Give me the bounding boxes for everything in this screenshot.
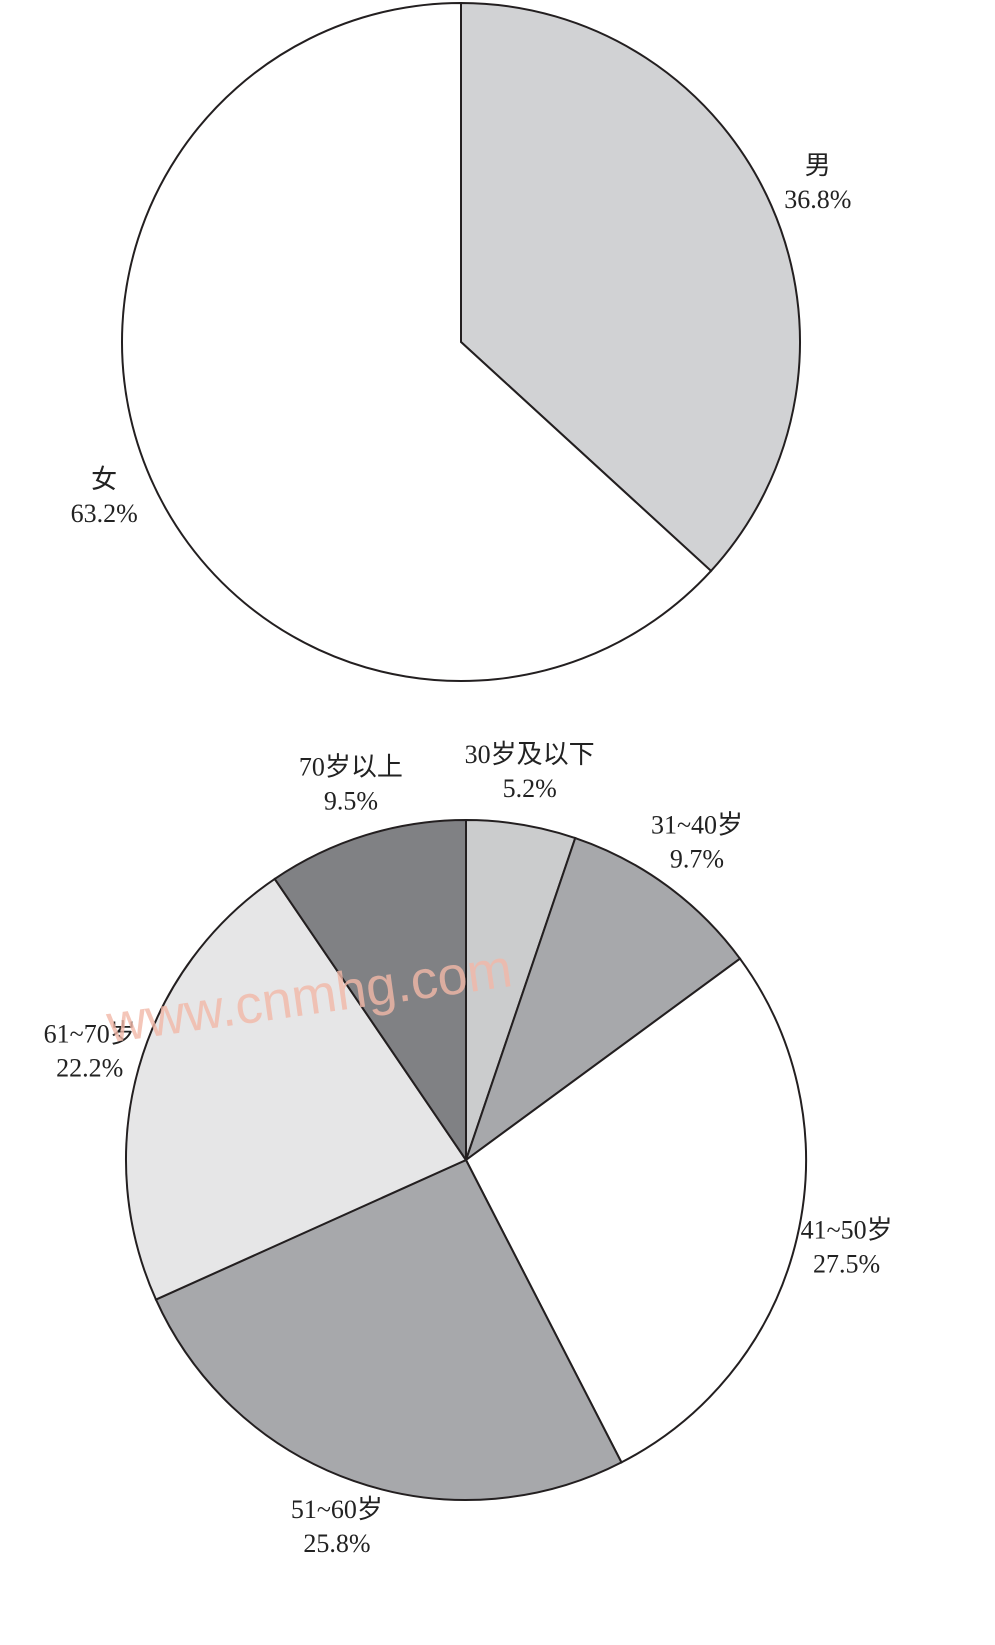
pie-slice	[125, 877, 468, 1301]
value-label: 36.8%	[784, 185, 851, 214]
slice-label: 女	[91, 465, 117, 494]
slice-label: 41~50岁	[801, 1216, 893, 1245]
value-label: 25.8%	[303, 1529, 370, 1558]
slice-label: 31~40岁	[651, 811, 743, 840]
pie-slice	[121, 1, 713, 682]
pie-slice	[154, 1158, 623, 1501]
value-label: 9.7%	[670, 845, 724, 874]
pie-slice	[460, 1, 801, 573]
slice-label: 男	[805, 151, 831, 180]
pie-slice	[273, 818, 467, 1164]
pie-slice	[464, 957, 807, 1464]
value-label: 5.2%	[503, 774, 557, 803]
pie-slice	[464, 836, 742, 1163]
value-label: 22.2%	[56, 1054, 123, 1083]
slice-label: 30岁及以下	[465, 740, 595, 769]
slice-label: 51~60岁	[291, 1495, 383, 1524]
value-label: 27.5%	[813, 1250, 880, 1279]
value-label: 63.2%	[71, 499, 138, 528]
value-label: 9.5%	[324, 786, 378, 815]
slice-label: 70岁以上	[299, 752, 403, 781]
slice-label: 61~70岁	[44, 1020, 136, 1049]
